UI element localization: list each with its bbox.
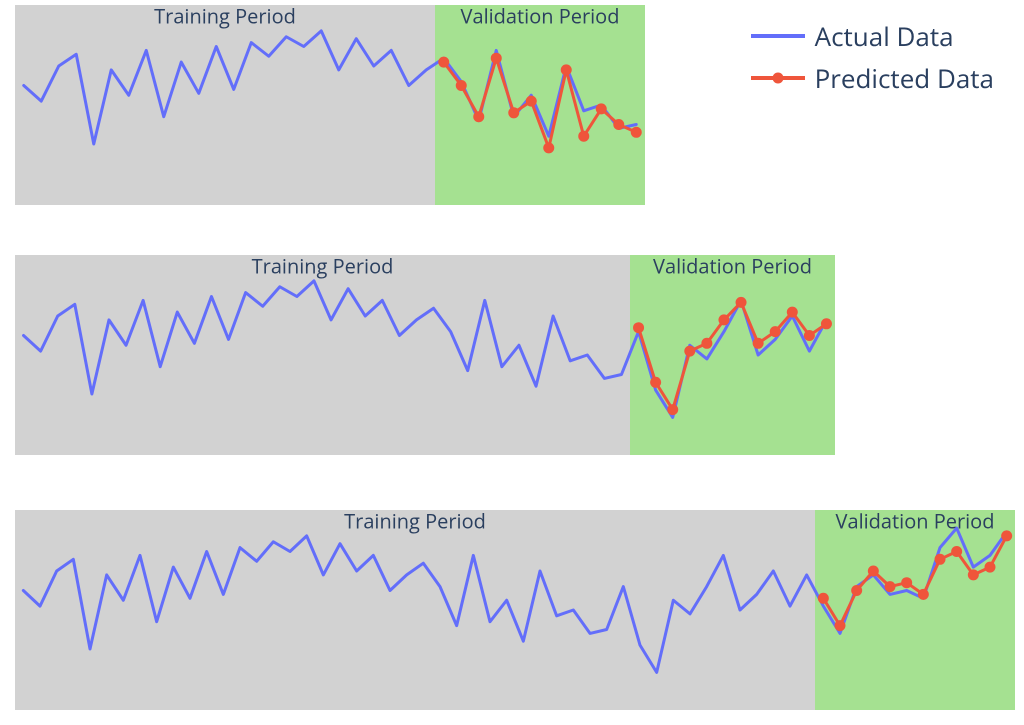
- predicted-marker: [804, 330, 815, 341]
- training-region: [15, 255, 630, 455]
- predicted-marker: [491, 53, 502, 64]
- validation-region: [435, 5, 645, 205]
- predicted-marker: [701, 338, 712, 349]
- predicted-marker: [718, 314, 729, 325]
- training-region: [15, 5, 435, 205]
- predicted-marker: [456, 80, 467, 91]
- legend-item-actual: Actual Data: [749, 18, 994, 54]
- training-label: Training Period: [344, 510, 486, 535]
- predicted-marker: [868, 566, 879, 577]
- predicted-marker: [1001, 530, 1012, 541]
- predicted-marker: [578, 131, 589, 142]
- predicted-marker: [835, 620, 846, 631]
- validation-label: Validation Period: [653, 255, 812, 280]
- predicted-marker: [753, 338, 764, 349]
- predicted-marker: [684, 346, 695, 357]
- chart-panel-1: Training Period Validation Period: [15, 5, 645, 205]
- predicted-marker: [438, 57, 449, 68]
- chart-svg: Training Period Validation Period: [15, 510, 1015, 710]
- predicted-marker: [631, 127, 642, 138]
- predicted-marker: [613, 119, 624, 130]
- validation-label: Validation Period: [836, 510, 995, 535]
- predicted-marker: [787, 307, 798, 318]
- legend: Actual Data Predicted Data: [749, 18, 994, 102]
- legend-label-predicted: Predicted Data: [815, 60, 994, 96]
- predicted-marker: [885, 581, 896, 592]
- predicted-marker: [596, 103, 607, 114]
- predicted-marker: [770, 326, 781, 337]
- validation-region: [630, 255, 835, 455]
- predicted-marker: [650, 377, 661, 388]
- predicted-marker: [821, 318, 832, 329]
- predicted-marker: [985, 562, 996, 573]
- validation-region: [815, 510, 1015, 710]
- predicted-marker: [918, 589, 929, 600]
- predicted-marker: [561, 64, 572, 75]
- predicted-marker: [526, 96, 537, 107]
- predicted-marker: [968, 569, 979, 580]
- predicted-marker: [508, 107, 519, 118]
- chart-svg: Training Period Validation Period: [15, 255, 835, 455]
- chart-panel-2: Training Period Validation Period: [15, 255, 835, 455]
- chart-panel-3: Training Period Validation Period: [15, 510, 1015, 710]
- predicted-marker: [901, 577, 912, 588]
- predicted-marker: [633, 322, 644, 333]
- predicted-marker: [667, 404, 678, 415]
- chart-svg: Training Period Validation Period: [15, 5, 645, 205]
- predicted-marker: [851, 585, 862, 596]
- predicted-marker: [736, 297, 747, 308]
- training-label: Training Period: [154, 5, 296, 30]
- predicted-marker: [818, 593, 829, 604]
- predicted-marker: [951, 546, 962, 557]
- legend-label-actual: Actual Data: [815, 18, 954, 54]
- predicted-marker: [473, 111, 484, 122]
- legend-item-predicted: Predicted Data: [749, 60, 994, 96]
- predicted-marker: [543, 142, 554, 153]
- legend-swatch-predicted: [749, 70, 807, 86]
- predicted-marker: [935, 554, 946, 565]
- training-label: Training Period: [252, 255, 394, 280]
- validation-label: Validation Period: [461, 5, 620, 30]
- training-region: [15, 510, 815, 710]
- legend-swatch-actual: [749, 28, 807, 44]
